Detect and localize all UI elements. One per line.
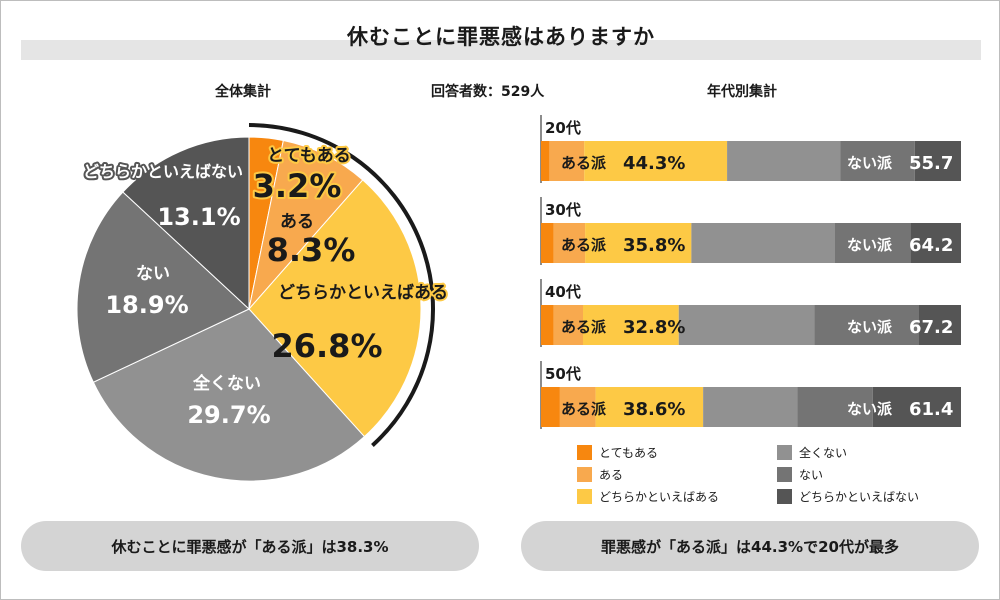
pie-value: 26.8%	[271, 327, 382, 365]
legend-label: 全くない	[799, 445, 847, 460]
summary-by-age: 罪悪感が「ある派」は44.3%で20代が最多	[521, 521, 979, 571]
pie-slice	[248, 139, 364, 311]
summary-overall: 休むことに罪悪感が「ある派」は38.3%	[21, 521, 479, 571]
age-label: 20代	[545, 119, 581, 137]
bar-segment	[914, 141, 961, 181]
yes-value: 38.6%	[623, 399, 685, 420]
legend-label: どちらかといえばある	[599, 490, 719, 504]
bar-segment	[541, 387, 560, 427]
bar-segment	[835, 223, 911, 263]
pie-slice	[122, 136, 250, 311]
respondent-count: 回答者数：529人	[431, 84, 545, 100]
legend-swatch	[777, 489, 792, 504]
yes-group-label: ある派	[561, 318, 607, 336]
pie-label: 全くない	[192, 373, 261, 394]
bar-segment	[541, 223, 554, 263]
no-value: 61.4	[909, 399, 953, 420]
pie-label: とてもある	[267, 146, 351, 166]
bar-segment	[595, 387, 704, 427]
pie-value: 18.9%	[105, 291, 188, 319]
bar-segment	[703, 387, 798, 427]
legend-swatch	[777, 445, 792, 460]
age-label: 40代	[545, 283, 581, 301]
pie-label: どちらかといえばある	[278, 283, 448, 303]
title-bar	[21, 40, 981, 60]
yes-group-label: ある派	[561, 400, 607, 418]
bar-segment	[797, 387, 873, 427]
age-chart-title: 年代別集計	[707, 84, 777, 100]
bar-segment	[691, 223, 835, 263]
pie-value: 29.7%	[187, 401, 270, 429]
pie-value: 3.2%	[253, 167, 342, 205]
no-group-label: ない派	[847, 236, 893, 254]
yes-value: 32.8%	[623, 317, 685, 338]
no-value: 55.7	[909, 153, 953, 174]
pie-slice	[248, 179, 422, 438]
bar-segment	[678, 305, 815, 345]
legend-label: ない	[799, 468, 823, 482]
yes-value: 44.3%	[623, 153, 685, 174]
bar-segment	[559, 387, 596, 427]
bar-segment	[541, 141, 550, 181]
bar-segment	[541, 305, 554, 345]
bar-segment	[549, 141, 585, 181]
legend-swatch	[577, 489, 592, 504]
no-group-label: ない派	[847, 318, 893, 336]
pie-slice	[76, 191, 250, 383]
pie-slices	[76, 136, 422, 482]
bar-segment	[840, 141, 915, 181]
bar-segment	[584, 141, 728, 181]
pie-label: ある	[280, 212, 314, 232]
pie-value: 13.1%	[157, 203, 240, 231]
yes-group-label: ある派	[561, 154, 607, 172]
no-value: 64.2	[909, 235, 953, 256]
pie-value: 8.3%	[267, 231, 356, 269]
no-group-label: ない派	[847, 154, 893, 172]
pie-slice	[92, 308, 366, 482]
age-label: 50代	[545, 365, 581, 383]
bar-segment	[585, 223, 692, 263]
legend-swatch	[777, 467, 792, 482]
bar-segment	[583, 305, 679, 345]
bar-segment	[814, 305, 919, 345]
bar-segment	[553, 305, 583, 345]
pie-label: どちらかといえばない	[83, 162, 243, 181]
bar-segment	[727, 141, 841, 181]
legend-label: ある	[599, 468, 623, 482]
legend-label: とてもある	[599, 446, 658, 460]
no-value: 67.2	[909, 317, 953, 338]
bar-segment	[919, 305, 961, 345]
bar-segment	[553, 223, 586, 263]
legend-swatch	[577, 445, 592, 460]
no-group-label: ない派	[847, 400, 893, 418]
age-label: 30代	[545, 201, 581, 219]
legend-swatch	[577, 467, 592, 482]
bar-segment	[910, 223, 961, 263]
yes-value: 35.8%	[623, 235, 685, 256]
bar-segment	[872, 387, 961, 427]
legend-label: どちらかといえばない	[799, 490, 919, 504]
pie-chart-title: 全体集計	[215, 84, 271, 100]
pie-label: ない	[136, 264, 170, 284]
page-title: 休むことに罪悪感はありますか	[347, 25, 655, 49]
yes-group-label: ある派	[561, 236, 607, 254]
highlight-arc	[248, 123, 435, 447]
